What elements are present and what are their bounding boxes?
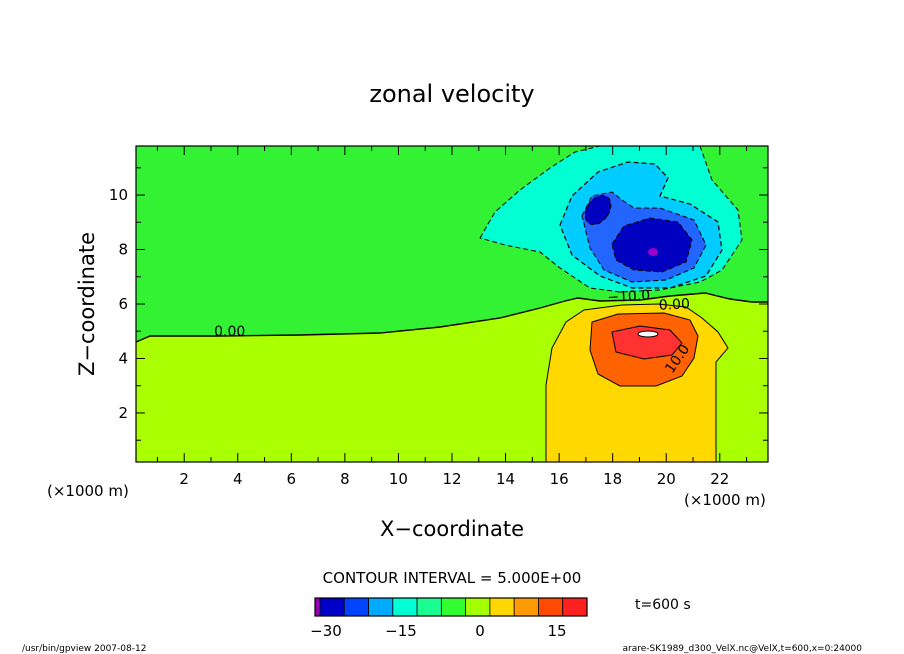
contour-negative-10	[559, 161, 723, 289]
contour-positive-5	[545, 303, 729, 462]
colorbar-cell	[368, 597, 394, 617]
colorbar-cell	[538, 597, 564, 617]
colorbar-cell	[319, 597, 345, 617]
region-red	[612, 326, 682, 359]
y-axis-title: Z−coordinate	[75, 232, 99, 376]
chart-title: zonal velocity	[369, 80, 534, 108]
colorbar-cell	[562, 597, 588, 617]
x-tick-label: 10	[389, 470, 408, 488]
region-darkblue-main	[612, 218, 692, 272]
colorbar-cell	[513, 597, 539, 617]
y-axis: 2 4 6 8 10	[109, 167, 768, 441]
colorbar-cell	[465, 597, 491, 617]
contour-interval: CONTOUR INTERVAL = 5.000E+00	[323, 569, 582, 587]
x-tick-label: 12	[442, 470, 461, 488]
x-axis-title: X−coordinate	[380, 517, 524, 541]
footer-left: /usr/bin/gpview 2007-08-12	[22, 644, 146, 654]
y-tick-label: 8	[118, 241, 128, 259]
x-tick-label: 22	[710, 470, 729, 488]
footer-right: arare-SK1989_d300_VelX.nc@VelX,t=600,x=0…	[623, 644, 863, 654]
x-tick-label: 2	[179, 470, 189, 488]
contour-label: 0.00	[658, 296, 690, 314]
y-tick-label: 4	[118, 349, 128, 367]
x-tick-label: 20	[657, 470, 676, 488]
x-tick-label: 4	[233, 470, 243, 488]
x-unit-right: (×1000 m)	[684, 491, 766, 509]
x-tick-label: 14	[496, 470, 515, 488]
plot-area	[136, 146, 768, 462]
x-unit-left: (×1000 m)	[47, 482, 129, 500]
colorbar-cell	[489, 597, 515, 617]
region-darkblue-upper	[585, 195, 611, 225]
y-tick-label: 10	[109, 186, 128, 204]
contour-negative-20-upper	[584, 194, 612, 226]
colorbar-tick-label: 15	[547, 622, 566, 640]
contour-positive-15	[611, 325, 683, 360]
contour-label: 0.00	[214, 324, 245, 340]
colorbar-cell	[392, 597, 418, 617]
contour-negative-20	[611, 217, 693, 273]
y-tick-label: 2	[118, 404, 128, 422]
contour-zero-line	[136, 292, 768, 343]
colorbar: −30 −15 0 15	[310, 597, 588, 640]
colorbar-cell	[343, 597, 369, 617]
x-tick-label: 18	[603, 470, 622, 488]
contour-negative-5	[479, 146, 743, 293]
colorbar-tick-label: 0	[475, 622, 485, 640]
time-label: t=600 s	[635, 597, 691, 613]
x-tick-label: 8	[340, 470, 350, 488]
colorbar-cell	[440, 597, 467, 617]
colorbar-cell	[416, 597, 442, 617]
x-tick-label: 6	[287, 470, 297, 488]
colorbar-tick-label: −15	[385, 622, 417, 640]
contour-negative-15	[581, 191, 707, 283]
contour-label: −10.0	[607, 288, 651, 306]
contour-positive-10	[589, 312, 699, 387]
y-tick-label: 6	[118, 295, 128, 313]
region-min-negative	[648, 248, 658, 256]
region-max-positive	[637, 330, 659, 338]
x-tick-label: 16	[550, 470, 569, 488]
colorbar-frame	[314, 597, 588, 617]
colorbar-tick-label: −30	[310, 622, 342, 640]
colorbar-cell	[314, 597, 321, 617]
x-axis: 2 4 6 8 10 12 14 16 18 20 22	[156, 146, 748, 488]
